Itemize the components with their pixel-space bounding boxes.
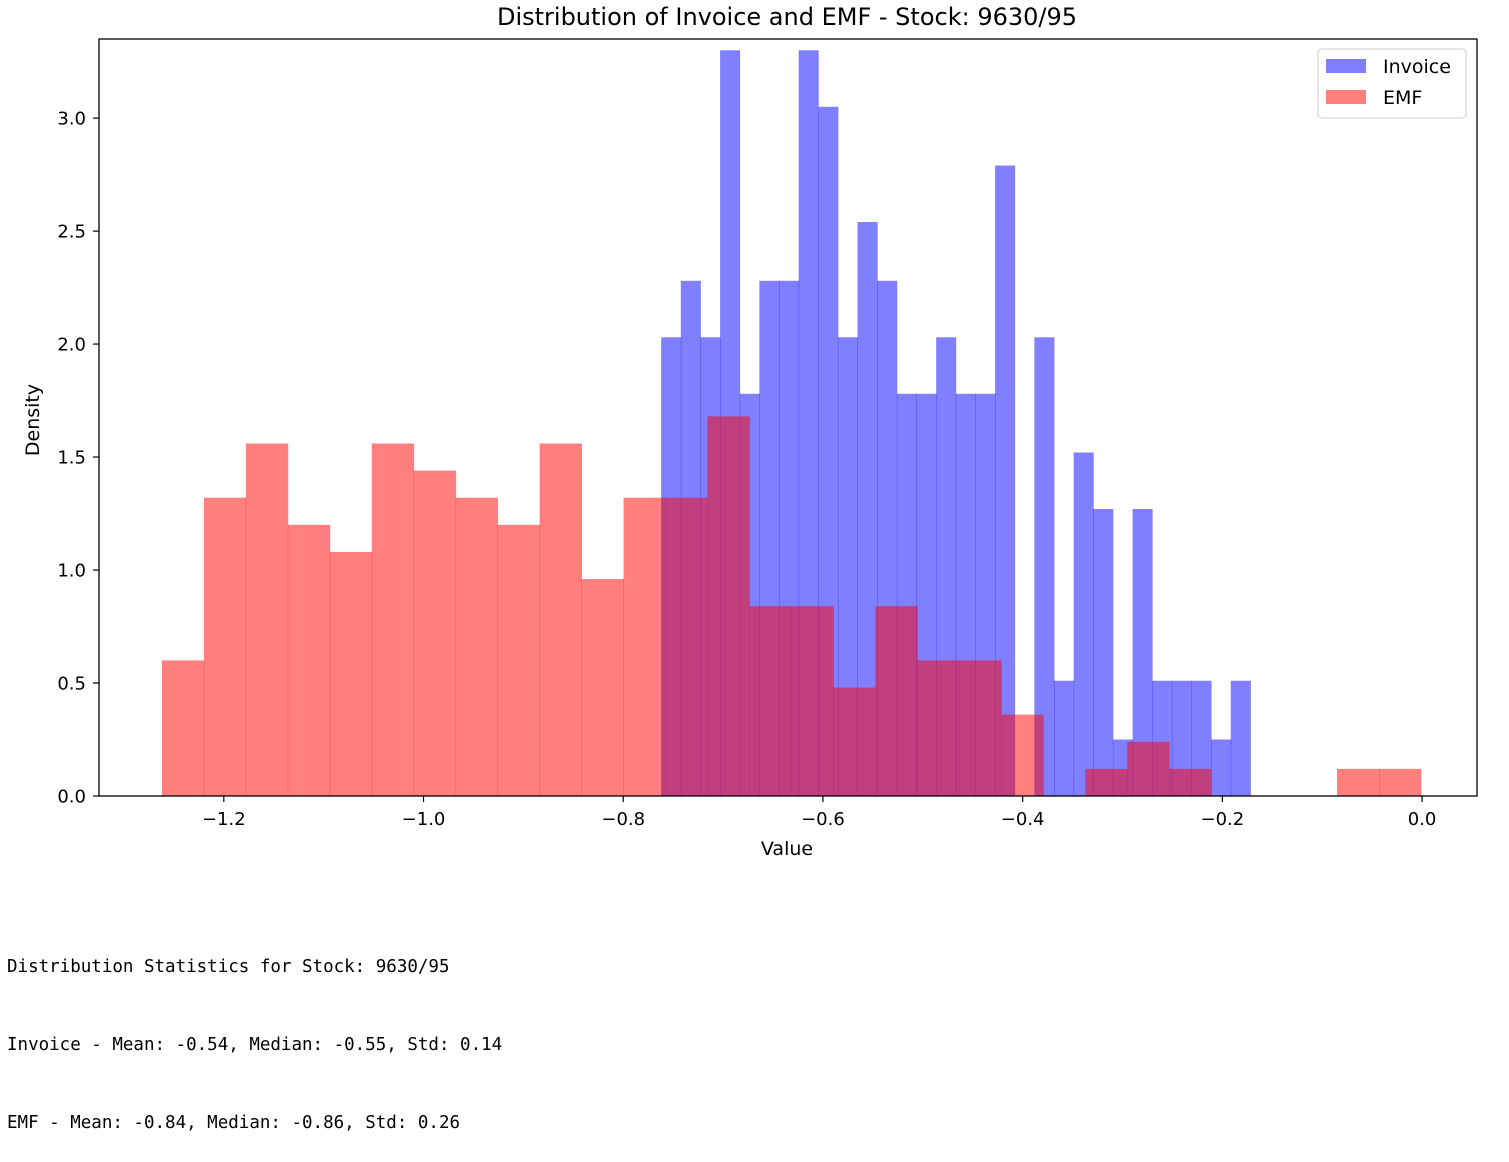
x-tick-label: −1.0	[402, 809, 446, 830]
bar-emf-10	[581, 579, 624, 796]
x-tick-label: −0.6	[801, 809, 845, 830]
bar-emf-1	[203, 497, 247, 796]
y-axis-label: Density	[22, 384, 44, 456]
bar-emf-2	[245, 443, 289, 796]
y-tick-label: 2.5	[57, 222, 86, 243]
x-axis-label: Value	[761, 838, 813, 860]
stats-heading: Distribution Statistics for Stock: 9630/…	[7, 957, 450, 977]
bar-emf-15	[791, 606, 834, 796]
legend-label-emf: EMF	[1383, 87, 1422, 109]
bar-emf-29	[1379, 768, 1422, 796]
y-tick-label: 1.0	[57, 561, 86, 582]
bar-invoice-17	[995, 165, 1016, 797]
x-tick-label: −0.4	[1001, 809, 1045, 830]
y-tick-label: 3.0	[57, 109, 86, 130]
bar-emf-0	[161, 660, 205, 796]
bar-invoice-9	[837, 337, 858, 796]
y-tick-label: 1.5	[57, 448, 86, 469]
bar-emf-23	[1127, 741, 1170, 796]
stats-invoice-line: Invoice - Mean: -0.54, Median: -0.55, St…	[7, 1035, 503, 1055]
bar-emf-8	[497, 524, 541, 796]
histogram-chart: Distribution of Invoice and EMF - Stock:…	[22, 3, 1478, 860]
bars-layer	[161, 50, 1422, 797]
bar-emf-17	[875, 606, 918, 796]
bar-emf-20	[1001, 714, 1044, 796]
x-tick-label: −1.2	[202, 809, 246, 830]
bar-invoice-19	[1034, 337, 1055, 796]
chart-title: Distribution of Invoice and EMF - Stock:…	[497, 3, 1077, 31]
plot-frame	[98, 38, 1478, 797]
x-tick-label: −0.2	[1201, 809, 1245, 830]
bar-emf-9	[539, 443, 582, 796]
bar-invoice-20	[1054, 680, 1075, 796]
bar-emf-13	[707, 416, 750, 796]
y-tick-label: 0.5	[57, 674, 86, 695]
bar-invoice-24	[1132, 509, 1153, 796]
x-tick-label: 0.0	[1408, 809, 1437, 830]
bar-emf-11	[623, 497, 666, 796]
bar-emf-3	[287, 524, 331, 796]
bar-invoice-28	[1211, 739, 1232, 796]
bar-emf-16	[833, 687, 876, 796]
legend-swatch-invoice	[1326, 59, 1366, 73]
x-tick-label: −0.8	[601, 809, 645, 830]
y-tick-label: 0.0	[57, 787, 86, 808]
bar-emf-22	[1085, 768, 1128, 796]
bar-invoice-29	[1230, 680, 1251, 796]
bar-emf-6	[413, 470, 457, 796]
y-tick-label: 2.0	[57, 335, 86, 356]
bar-emf-4	[329, 551, 373, 796]
bar-emf-28	[1337, 768, 1380, 796]
distribution-stats: Distribution Statistics for Stock: 9630/…	[7, 902, 502, 1162]
bar-emf-5	[371, 443, 415, 796]
bar-invoice-26	[1171, 680, 1192, 796]
legend-label-invoice: Invoice	[1383, 56, 1451, 78]
bar-emf-7	[455, 497, 499, 796]
bar-emf-19	[959, 660, 1002, 796]
bar-invoice-22	[1093, 509, 1114, 796]
bar-emf-12	[665, 497, 708, 796]
bar-emf-24	[1169, 768, 1212, 796]
bar-emf-18	[917, 660, 960, 796]
bar-emf-14	[749, 606, 792, 796]
legend: Invoice EMF	[1317, 48, 1467, 119]
legend-swatch-emf	[1326, 90, 1366, 104]
bar-invoice-27	[1191, 680, 1212, 796]
stats-emf-line: EMF - Mean: -0.84, Median: -0.86, Std: 0…	[7, 1113, 461, 1133]
bar-invoice-21	[1073, 452, 1094, 796]
bar-invoice-10	[857, 222, 878, 796]
axes-layer: −1.2 −1.0 −0.8 −0.6 −0.4 −0.2 0.0 0.0 0.5 1.0 1.5 2…	[57, 38, 1478, 830]
